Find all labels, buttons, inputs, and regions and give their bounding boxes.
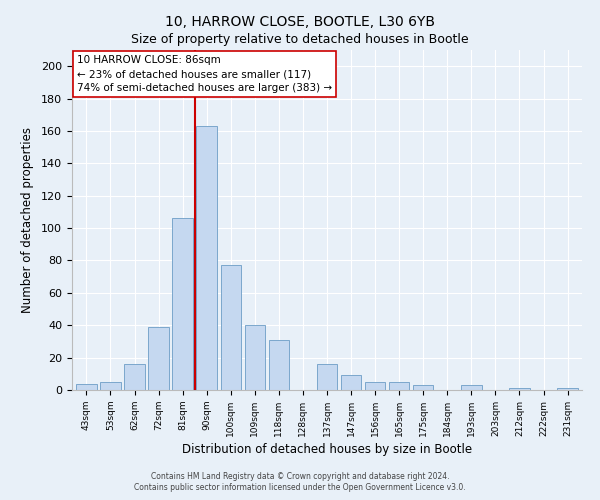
Bar xyxy=(413,385,433,390)
X-axis label: Distribution of detached houses by size in Bootle: Distribution of detached houses by size … xyxy=(182,443,472,456)
Bar xyxy=(76,384,97,390)
Bar xyxy=(341,376,361,390)
Bar xyxy=(100,382,121,390)
Text: Size of property relative to detached houses in Bootle: Size of property relative to detached ho… xyxy=(131,32,469,46)
Bar xyxy=(221,266,241,390)
Bar xyxy=(557,388,578,390)
Text: Contains HM Land Registry data © Crown copyright and database right 2024.
Contai: Contains HM Land Registry data © Crown c… xyxy=(134,472,466,492)
Bar xyxy=(148,327,169,390)
Bar xyxy=(461,385,482,390)
Text: 10 HARROW CLOSE: 86sqm
← 23% of detached houses are smaller (117)
74% of semi-de: 10 HARROW CLOSE: 86sqm ← 23% of detached… xyxy=(77,55,332,93)
Text: 10, HARROW CLOSE, BOOTLE, L30 6YB: 10, HARROW CLOSE, BOOTLE, L30 6YB xyxy=(165,15,435,29)
Bar xyxy=(389,382,409,390)
Bar xyxy=(245,325,265,390)
Bar xyxy=(172,218,193,390)
Bar xyxy=(365,382,385,390)
Bar xyxy=(269,340,289,390)
Bar xyxy=(124,364,145,390)
Bar xyxy=(317,364,337,390)
Bar xyxy=(196,126,217,390)
Bar xyxy=(509,388,530,390)
Y-axis label: Number of detached properties: Number of detached properties xyxy=(21,127,34,313)
